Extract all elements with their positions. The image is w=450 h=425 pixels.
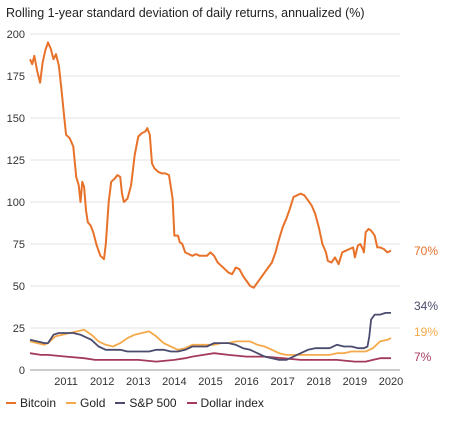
y-tick-label: 75 <box>13 239 25 251</box>
series-line-s-p-500 <box>29 312 391 361</box>
end-label-gold: 19% <box>414 325 438 339</box>
y-tick-label: 175 <box>7 71 25 83</box>
chart-legend: Bitcoin Gold S&P 500 Dollar index <box>6 396 264 410</box>
legend-swatch <box>6 402 16 404</box>
legend-item: Dollar index <box>186 396 264 410</box>
y-tick-label: 125 <box>7 155 25 167</box>
y-tick-label: 150 <box>7 113 25 125</box>
legend-swatch <box>66 402 77 404</box>
legend-label: S&P 500 <box>129 396 177 410</box>
y-tick-label: 0 <box>19 365 25 377</box>
legend-item: Bitcoin <box>6 396 56 410</box>
x-tick-label: 2014 <box>162 376 186 388</box>
end-label-s-p-500: 34% <box>414 299 438 313</box>
end-label-bitcoin: 70% <box>414 244 438 258</box>
y-tick-label: 100 <box>7 197 25 209</box>
legend-item: Gold <box>66 396 105 410</box>
series-line-dollar-index <box>29 352 391 363</box>
x-tick-label: 2016 <box>234 376 258 388</box>
y-tick-label: 50 <box>13 281 25 293</box>
x-tick-label: 2017 <box>270 376 294 388</box>
legend-swatch <box>115 402 126 404</box>
x-tick-label: 2013 <box>126 376 150 388</box>
x-tick-label: 2018 <box>307 376 331 388</box>
x-tick-label: 2011 <box>54 376 78 388</box>
series-line-bitcoin <box>29 41 392 289</box>
x-tick-label: 2019 <box>343 376 367 388</box>
end-label-dollar-index: 7% <box>414 350 432 364</box>
y-tick-label: 25 <box>13 323 25 335</box>
x-tick-label: 2015 <box>198 376 222 388</box>
legend-label: Gold <box>80 396 106 410</box>
y-tick-label: 200 <box>7 29 25 41</box>
legend-label: Bitcoin <box>20 396 57 410</box>
chart-title: Rolling 1-year standard deviation of dai… <box>6 6 365 20</box>
series-line-gold <box>29 328 392 356</box>
legend-swatch <box>186 402 197 404</box>
legend-label: Dollar index <box>200 396 264 410</box>
x-tick-label: 2012 <box>90 376 114 388</box>
x-tick-label: 2020 <box>379 376 403 388</box>
legend-item: S&P 500 <box>115 396 177 410</box>
